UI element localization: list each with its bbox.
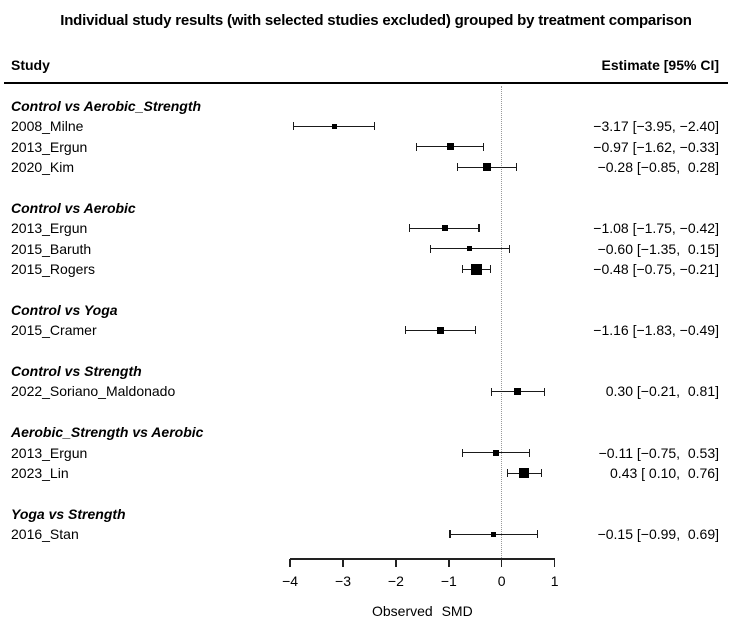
point-estimate-marker xyxy=(492,449,499,456)
study-label: 2013_Ergun xyxy=(11,444,88,461)
group-label: Control vs Aerobic_Strength xyxy=(11,97,202,114)
x-axis-tick xyxy=(448,559,450,567)
ci-cap-left xyxy=(416,142,418,151)
study-label: 2015_Rogers xyxy=(11,261,96,277)
x-axis-tick-label: −3 xyxy=(335,573,351,589)
ci-cap-left xyxy=(292,122,294,131)
group-header-row: Control vs Yoga xyxy=(0,300,742,321)
ci-cap-right xyxy=(474,326,476,335)
study-label: 2013_Ergun xyxy=(11,138,88,155)
ci-cap-right xyxy=(537,530,539,539)
ci-cap-left xyxy=(490,387,492,396)
ci-cap-right xyxy=(543,387,545,396)
study-label: 2016_Stan xyxy=(11,526,79,543)
x-axis-tick xyxy=(289,559,291,567)
estimate-value: 0.43 [ 0.10, 0.76] xyxy=(610,465,719,481)
x-axis-tick xyxy=(553,559,556,567)
study-row: 2020_Kim −0.28 [−0.85, 0.28] xyxy=(0,157,742,178)
point-estimate-marker xyxy=(446,143,454,151)
study-row: 2022_Soriano_Maldonado 0.30 [−0.21, 0.81] xyxy=(0,381,742,402)
point-estimate-marker xyxy=(441,225,448,232)
x-axis-tick xyxy=(500,559,503,567)
study-label: 2023_Lin xyxy=(11,465,69,481)
study-row: 2016_Stan −0.15 [−0.99, 0.69] xyxy=(0,524,742,545)
ci-cap-right xyxy=(489,265,491,274)
ci-cap-right xyxy=(508,244,510,253)
estimate-value: −0.15 [−0.99, 0.69] xyxy=(597,526,719,543)
study-label: 2013_Ergun xyxy=(11,220,88,237)
group-header-row: Control vs Aerobic xyxy=(0,198,742,219)
point-estimate-marker xyxy=(436,326,444,334)
group-label: Control vs Yoga xyxy=(11,301,118,318)
group-label: Aerobic_Strength vs Aerobic xyxy=(11,424,204,441)
ci-cap-left xyxy=(449,530,451,539)
ci-cap-right xyxy=(483,142,485,151)
study-row: 2015_Baruth −0.60 [−1.35, 0.15] xyxy=(0,239,742,260)
ci-cap-left xyxy=(506,469,509,478)
estimate-value: −1.08 [−1.75, −0.42] xyxy=(593,220,719,237)
group-header-row: Control vs Strength xyxy=(0,361,742,382)
study-row: 2013_Ergun −0.97 [−1.62, −0.33] xyxy=(0,137,742,158)
point-estimate-marker xyxy=(514,388,522,396)
estimate-value: −0.60 [−1.35, 0.15] xyxy=(597,240,719,257)
point-estimate-marker xyxy=(491,531,497,537)
ci-cap-left xyxy=(430,244,432,253)
group-label: Yoga vs Strength xyxy=(11,505,126,522)
study-label: 2015_Cramer xyxy=(11,322,97,339)
ci-cap-left xyxy=(404,326,407,335)
study-label: 2008_Milne xyxy=(11,118,84,135)
study-row: 2008_Milne −3.17 [−3.95, −2.40] xyxy=(0,116,742,137)
column-header-study: Study xyxy=(11,57,50,73)
x-axis-tick-label: 1 xyxy=(550,573,559,589)
x-axis-tick-label: −1 xyxy=(440,573,457,589)
point-estimate-marker xyxy=(467,246,473,252)
point-estimate-marker xyxy=(519,468,530,479)
point-estimate-marker xyxy=(470,263,482,275)
column-header-estimate: Estimate [95% CI] xyxy=(601,57,719,73)
estimate-value: −3.17 [−3.95, −2.40] xyxy=(593,118,719,135)
estimate-value: −0.28 [−0.85, 0.28] xyxy=(597,159,719,175)
group-header-row: Aerobic_Strength vs Aerobic xyxy=(0,422,742,443)
ci-cap-right xyxy=(478,224,480,233)
x-axis-tick xyxy=(342,559,344,567)
estimate-value: 0.30 [−0.21, 0.81] xyxy=(605,383,719,400)
x-axis-tick-label: −4 xyxy=(282,573,299,589)
point-estimate-marker xyxy=(331,123,337,129)
ci-cap-right xyxy=(528,448,530,457)
group-header-row: Control vs Aerobic_Strength xyxy=(0,96,742,117)
group-header-row: Yoga vs Strength xyxy=(0,504,742,525)
study-row: 2015_Cramer −1.16 [−1.83, −0.49] xyxy=(0,320,742,341)
estimate-value: −0.97 [−1.62, −0.33] xyxy=(593,138,719,155)
ci-cap-right xyxy=(540,469,543,478)
study-row: 2013_Ergun −0.11 [−0.75, 0.53] xyxy=(0,443,742,464)
study-label: 2022_Soriano_Maldonado xyxy=(11,383,176,400)
study-row: 2023_Lin 0.43 [ 0.10, 0.76] xyxy=(0,463,742,484)
estimate-value: −0.48 [−0.75, −0.21] xyxy=(593,261,719,277)
ci-cap-left xyxy=(456,163,458,172)
ci-cap-right xyxy=(373,122,375,131)
study-label: 2020_Kim xyxy=(11,159,75,175)
point-estimate-marker xyxy=(482,163,491,172)
ci-cap-left xyxy=(462,265,464,274)
estimate-value: −0.11 [−0.75, 0.53] xyxy=(598,444,719,461)
group-label: Control vs Strength xyxy=(11,363,142,379)
ci-cap-right xyxy=(515,163,517,172)
x-axis-tick-label: −2 xyxy=(387,573,404,589)
x-axis-tick-label: 0 xyxy=(497,573,506,589)
group-label: Control vs Aerobic xyxy=(11,199,136,216)
ci-cap-left xyxy=(409,224,411,233)
x-axis-line xyxy=(290,558,555,560)
x-axis-tick xyxy=(395,559,397,567)
study-row: 2013_Ergun −1.08 [−1.75, −0.42] xyxy=(0,218,742,239)
study-row: 2015_Rogers −0.48 [−0.75, −0.21] xyxy=(0,259,742,280)
header-divider xyxy=(4,82,728,84)
x-axis-label: Observed SMD xyxy=(371,603,473,619)
plot-title: Individual study results (with selected … xyxy=(60,12,692,29)
study-label: 2015_Baruth xyxy=(11,240,92,257)
ci-cap-left xyxy=(462,448,464,457)
reference-line xyxy=(501,86,503,558)
estimate-value: −1.16 [−1.83, −0.49] xyxy=(593,322,719,339)
